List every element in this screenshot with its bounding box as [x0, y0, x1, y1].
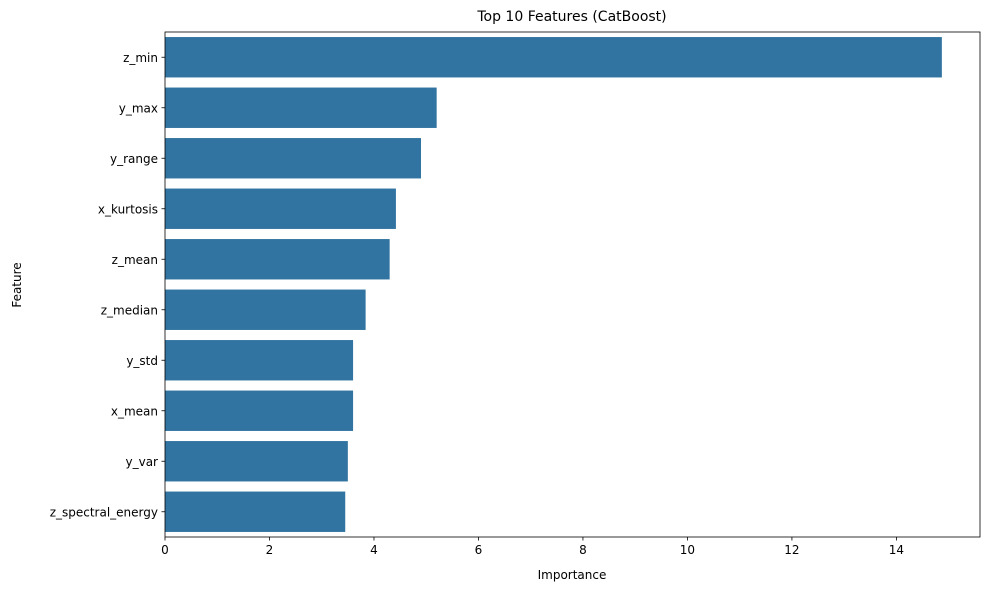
x-tick-label: 10	[680, 543, 695, 557]
plot-frame	[164, 31, 981, 538]
bar-z_min	[165, 37, 942, 78]
chart-title: Top 10 Features (CatBoost)	[476, 9, 666, 25]
bar-z_median	[165, 289, 366, 330]
x-tick-label: 4	[370, 543, 378, 557]
bar-z_mean	[165, 239, 390, 280]
y-axis-ticks: z_min y_max y_range x_kurtosis z_mean z_media…	[50, 51, 165, 519]
y-tick-label: x_kurtosis	[98, 202, 158, 216]
x-tick-label: 2	[266, 543, 274, 557]
bar-y_var	[165, 441, 348, 482]
y-tick-label: y_max	[119, 101, 158, 115]
x-tick-label: 12	[784, 543, 799, 557]
y-tick-label: x_mean	[111, 404, 158, 418]
x-tick-label: 14	[889, 543, 904, 557]
y-tick-label: y_range	[110, 152, 158, 166]
bar-y_range	[165, 138, 421, 179]
x-tick-label: 8	[579, 543, 587, 557]
x-tick-label: 0	[161, 543, 169, 557]
y-axis-label: Feature	[10, 262, 24, 307]
x-tick-label: 6	[475, 543, 483, 557]
bar-y_max	[165, 87, 437, 128]
bar-x_mean	[165, 390, 354, 431]
bar-y_std	[165, 340, 354, 381]
y-tick-label: z_median	[101, 303, 158, 317]
x-axis-ticks: 0 2 4 6 8 10 12 14	[161, 537, 904, 557]
x-axis-label: Importance	[538, 568, 607, 582]
y-tick-label: z_spectral_energy	[50, 505, 158, 519]
y-tick-label: y_std	[126, 354, 158, 368]
bar-x_kurtosis	[165, 188, 396, 229]
bars-group	[165, 37, 942, 532]
y-tick-label: y_var	[126, 455, 159, 469]
y-tick-label: z_min	[123, 51, 158, 65]
y-tick-label: z_mean	[112, 253, 158, 267]
bar-z_spectral_energy	[165, 491, 346, 532]
